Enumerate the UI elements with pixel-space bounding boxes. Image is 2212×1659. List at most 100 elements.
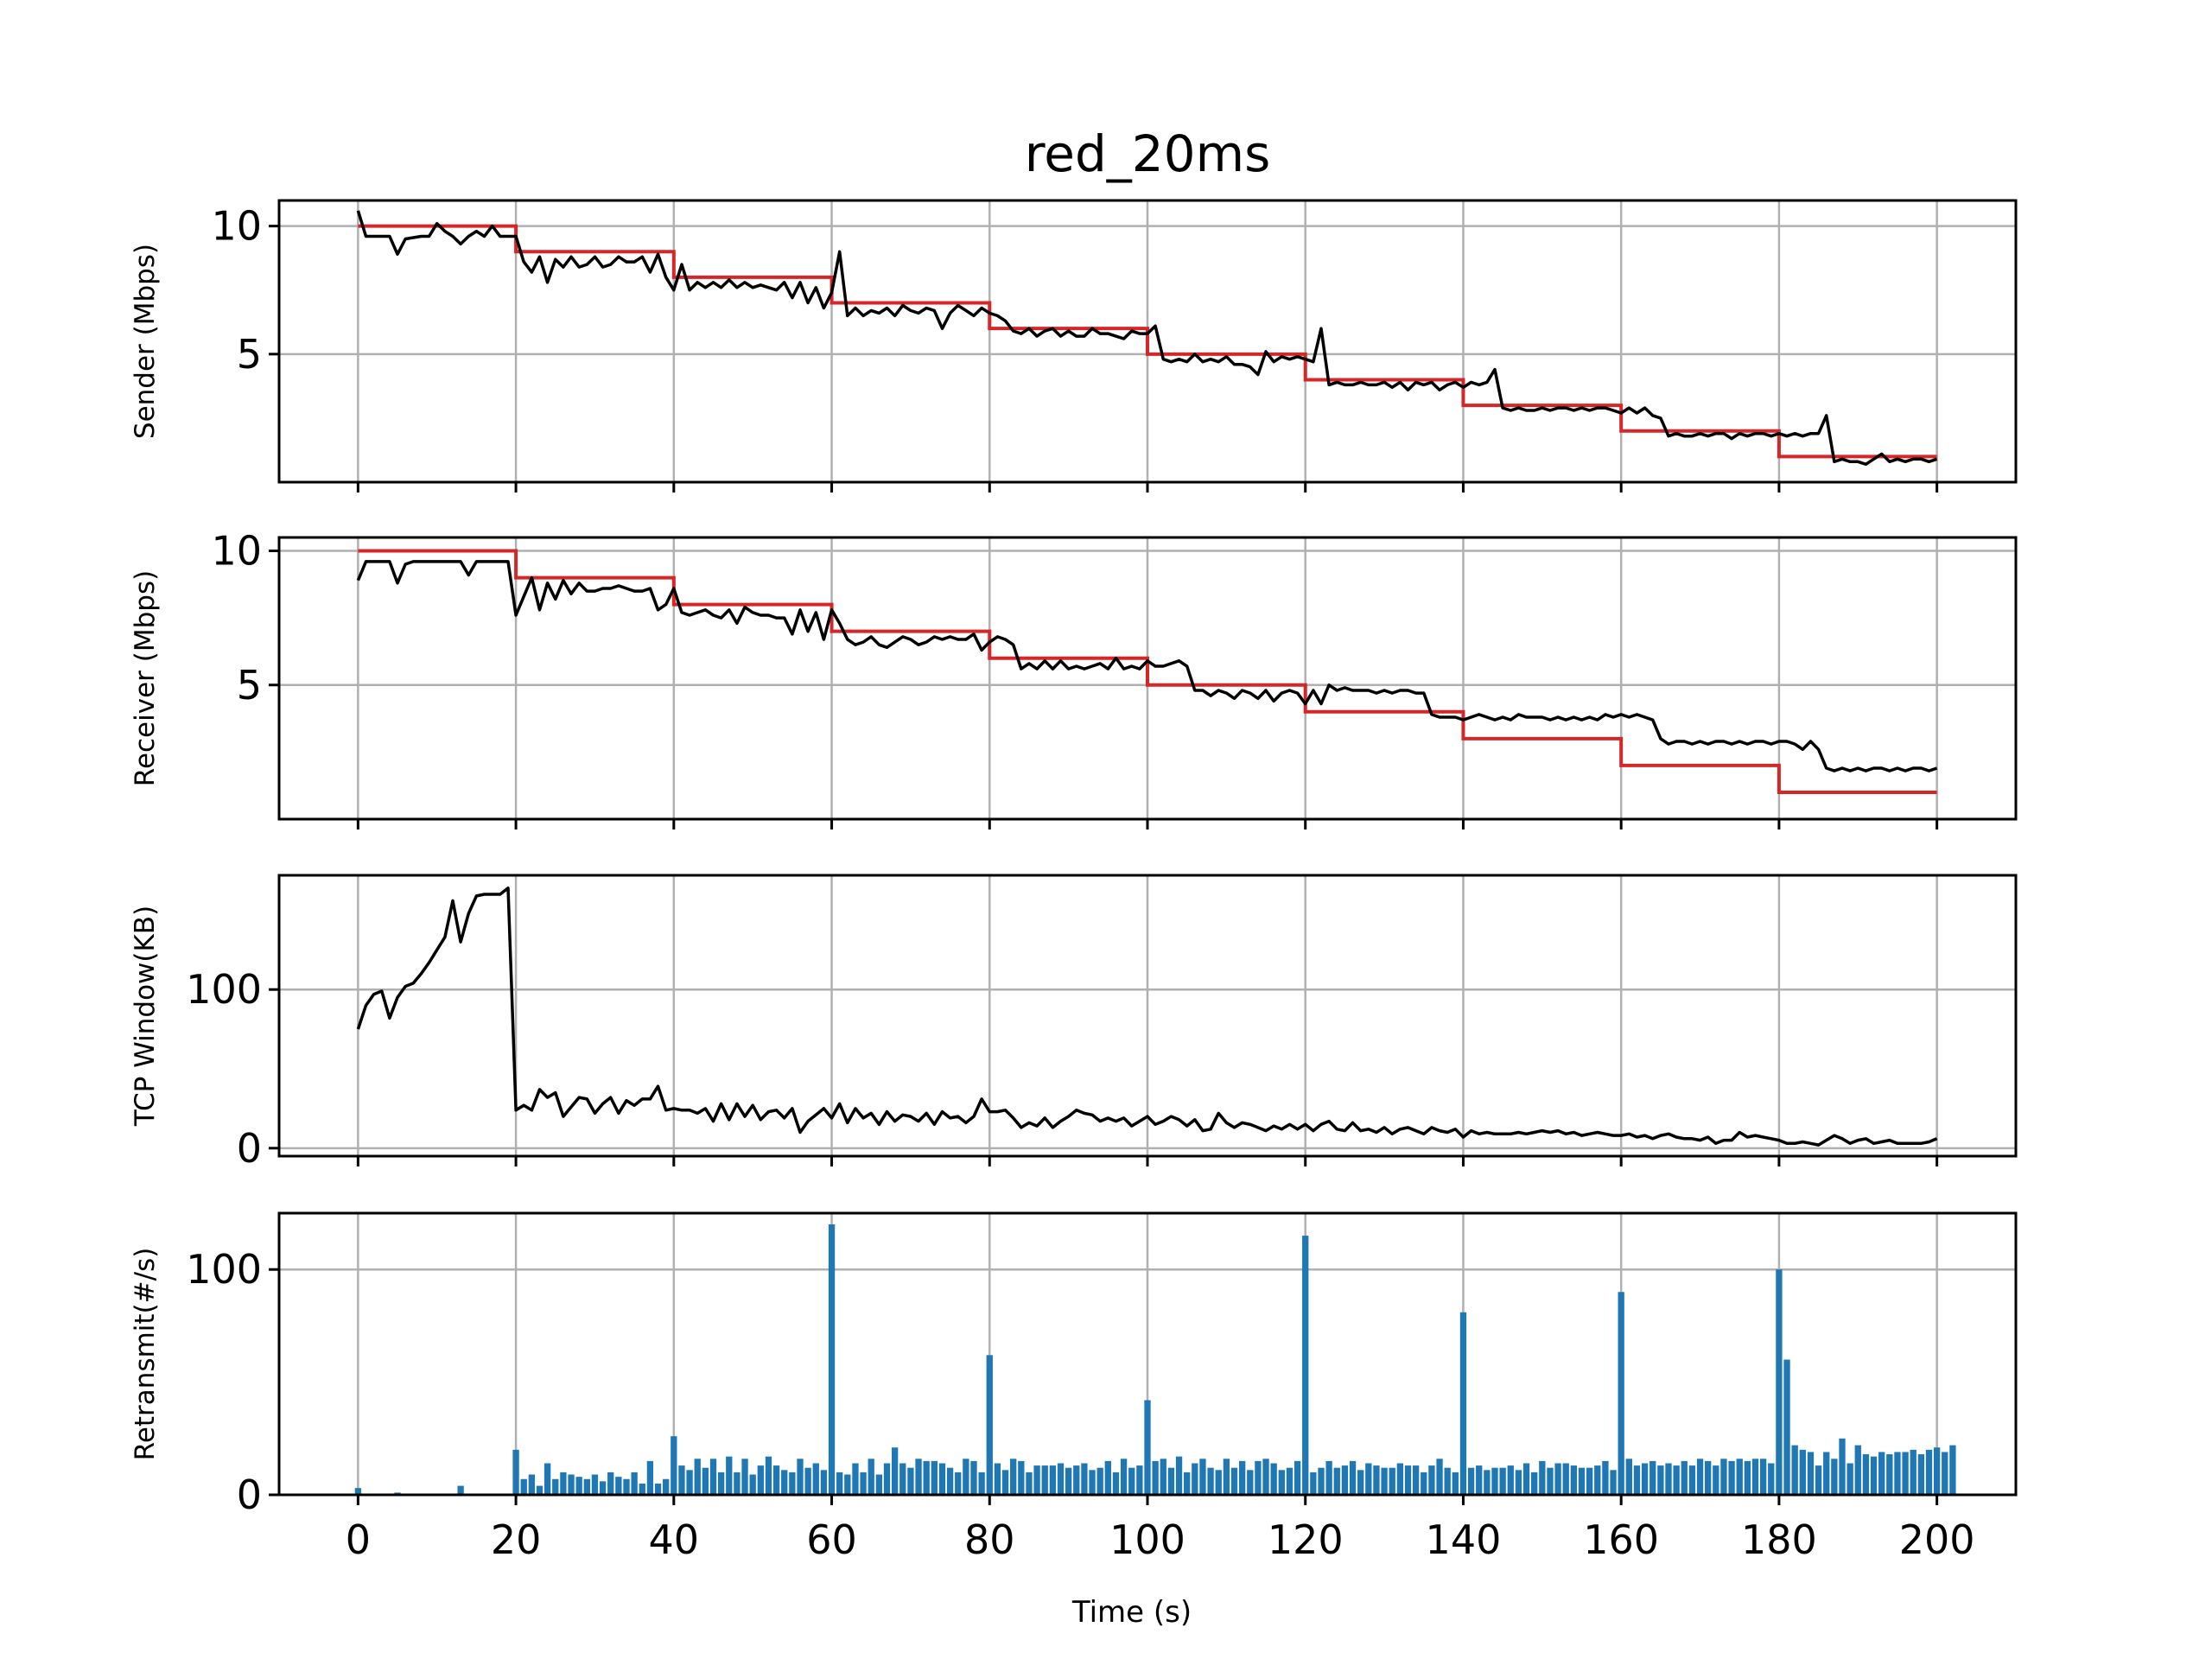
retransmit-bar <box>1144 1400 1151 1495</box>
x-tick-label: 200 <box>1899 1516 1975 1563</box>
retransmit-bar <box>607 1471 614 1495</box>
retransmit-bar <box>1933 1447 1941 1495</box>
retransmit-bar <box>1184 1471 1191 1495</box>
retransmit-bar <box>583 1478 590 1495</box>
retransmit-bar <box>907 1467 914 1495</box>
retransmit-bar <box>1167 1467 1175 1495</box>
retransmit-bar <box>1625 1459 1632 1495</box>
retransmit-bar <box>875 1474 883 1495</box>
retransmit-bar <box>1286 1467 1294 1495</box>
retransmit-bar <box>1318 1467 1325 1495</box>
retransmit-bar <box>1057 1463 1065 1495</box>
retransmit-bar <box>836 1471 843 1495</box>
retransmit-bar <box>1389 1467 1395 1495</box>
retransmit-bar <box>899 1463 906 1495</box>
retransmit-bar <box>1768 1463 1775 1495</box>
retransmit-bar <box>1728 1460 1735 1495</box>
retransmit-bar <box>1713 1465 1719 1495</box>
retransmit-bar <box>1341 1465 1349 1495</box>
retransmit-bar <box>978 1471 985 1495</box>
x-tick-label: 180 <box>1741 1516 1817 1563</box>
panel-1: 5 10 Sender (Mbps) <box>130 199 2018 493</box>
retransmit-bar <box>891 1447 899 1495</box>
x-tick-label: 20 <box>491 1516 542 1563</box>
retransmit-bar <box>1705 1460 1712 1495</box>
retransmit-bar <box>1428 1465 1435 1495</box>
retransmit-bar <box>1665 1463 1672 1495</box>
measured-line <box>356 210 1938 467</box>
retransmit-bar <box>1610 1470 1617 1495</box>
retransmit-bar <box>1586 1467 1593 1495</box>
retransmit-bar <box>1333 1467 1340 1495</box>
retransmit-bar <box>1554 1463 1561 1495</box>
retransmit-bar <box>1476 1465 1483 1495</box>
retransmit-bar <box>1696 1459 1704 1495</box>
retransmit-bar <box>1673 1465 1680 1495</box>
retransmit-bar <box>1917 1454 1925 1495</box>
retransmit-bar <box>1799 1449 1806 1495</box>
retransmit-bar <box>1001 1470 1009 1495</box>
retransmit-bar <box>1688 1465 1696 1495</box>
retransmit-bar <box>1120 1459 1128 1495</box>
retransmit-bar <box>694 1459 701 1495</box>
retransmit-bar <box>663 1478 670 1495</box>
retransmit-bar <box>1128 1467 1135 1495</box>
retransmit-bar <box>1049 1465 1057 1495</box>
retransmit-bar <box>1357 1470 1364 1495</box>
retransmit-bar <box>844 1474 851 1495</box>
retransmit-bar <box>1507 1465 1514 1495</box>
retransmit-bar <box>1720 1459 1727 1495</box>
retransmit-bar <box>1641 1463 1649 1495</box>
retransmit-bar <box>1010 1459 1017 1495</box>
retransmit-bar <box>1081 1463 1088 1495</box>
retransmit-bar <box>1262 1459 1269 1495</box>
retransmit-bar <box>1515 1470 1522 1495</box>
retransmit-bar <box>1104 1460 1111 1495</box>
retransmit-bar <box>1736 1459 1743 1495</box>
retransmit-bar <box>1910 1449 1916 1495</box>
retransmit-bar <box>804 1467 811 1495</box>
x-axis-label: Time (s) <box>1071 1595 1192 1630</box>
retransmit-bar <box>1065 1467 1072 1495</box>
y-tick-label: 100 <box>186 966 262 1013</box>
retransmit-bar <box>543 1463 551 1495</box>
retransmit-bar <box>1681 1460 1688 1495</box>
y-axis-label: TCP Window(KB) <box>130 906 161 1127</box>
retransmit-bar <box>726 1456 733 1495</box>
retransmit-bar <box>1270 1463 1277 1495</box>
retransmit-bar <box>1744 1460 1751 1495</box>
y-tick-label: 100 <box>186 1246 262 1293</box>
retransmit-bar <box>1255 1460 1262 1495</box>
retransmit-bar <box>1026 1471 1033 1495</box>
retransmit-bar <box>1302 1236 1309 1495</box>
retransmit-bar <box>536 1485 543 1495</box>
retransmit-bar <box>1902 1452 1909 1495</box>
x-tick-label: 40 <box>649 1516 700 1563</box>
y-axis-label: Sender (Mbps) <box>130 244 161 439</box>
retransmit-bar <box>591 1474 599 1495</box>
panel-2: 5 10 Receiver (Mbps) <box>130 528 2018 830</box>
retransmit-bar <box>1539 1460 1546 1495</box>
retransmit-bar <box>552 1478 559 1495</box>
x-tick-label: 120 <box>1268 1516 1344 1563</box>
retransmit-bar <box>734 1471 741 1495</box>
retransmit-bar <box>1349 1460 1357 1495</box>
retransmit-bar <box>852 1463 859 1495</box>
retransmit-bar <box>765 1456 772 1495</box>
x-tick-label: 140 <box>1426 1516 1502 1563</box>
retransmit-bar <box>938 1463 946 1495</box>
retransmit-bar <box>970 1460 977 1495</box>
retransmit-bar <box>1230 1467 1238 1495</box>
y-tick-label: 5 <box>237 662 262 709</box>
retransmit-bar <box>599 1481 607 1495</box>
retransmit-bar <box>1294 1460 1301 1495</box>
retransmit-bar <box>1223 1459 1230 1495</box>
retransmit-bar <box>1310 1471 1317 1495</box>
retransmit-bar <box>963 1459 969 1495</box>
retransmit-bar <box>1854 1445 1861 1495</box>
retransmit-bar <box>1112 1471 1120 1495</box>
retransmit-bar <box>717 1471 725 1495</box>
retransmit-bar <box>1759 1459 1767 1495</box>
x-tick-label: 160 <box>1583 1516 1659 1563</box>
retransmit-bar <box>1807 1452 1815 1495</box>
